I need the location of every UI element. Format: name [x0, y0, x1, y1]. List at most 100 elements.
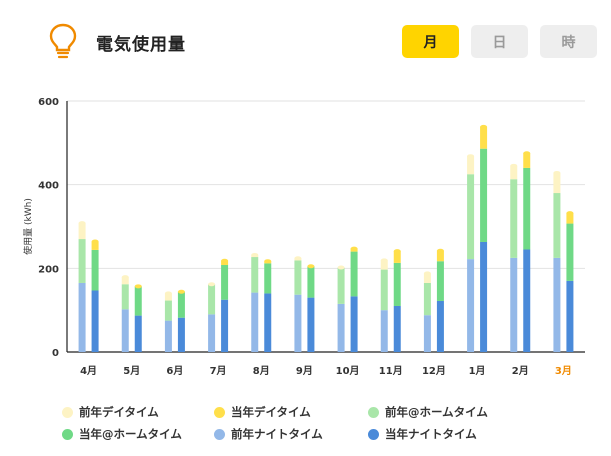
bar-cap-prev — [251, 252, 259, 257]
tab-month[interactable]: 月 — [402, 25, 459, 58]
x-tick-label: 12月 — [422, 365, 446, 377]
bar-segment-curr — [480, 126, 488, 149]
bar-cap-prev — [380, 258, 388, 263]
x-tick-label: 11月 — [379, 365, 403, 377]
bar-segment-curr — [91, 241, 99, 250]
bar-cap-prev — [208, 282, 216, 287]
bar-segment-prev — [337, 267, 345, 304]
x-tick-label: 5月 — [123, 365, 140, 377]
bar-cap-curr — [177, 289, 185, 294]
bar-segment-curr — [134, 315, 142, 352]
legend-swatch — [62, 406, 73, 418]
legend-label: 前年デイタイム — [79, 405, 159, 419]
bar-segment-prev — [294, 260, 302, 295]
bar-segment-prev — [423, 315, 431, 352]
y-tick-label: 200 — [38, 264, 59, 275]
legend-item: 当年@ホームタイム — [62, 426, 182, 442]
bar-segment-curr — [393, 251, 401, 263]
bar-cap-curr — [91, 239, 99, 244]
bar-segment-curr — [523, 249, 531, 352]
bar-segment-curr — [91, 290, 99, 352]
bar-segment-prev — [380, 260, 388, 270]
bar-segment-prev — [121, 309, 129, 352]
bar-segment-prev — [553, 257, 561, 352]
bar-segment-curr — [264, 263, 272, 294]
bar-segment-curr — [264, 293, 272, 352]
bar-segment-curr — [307, 266, 315, 298]
bar-segment-curr — [436, 300, 444, 352]
x-tick-label: 1月 — [469, 365, 486, 377]
legend-swatch — [62, 428, 73, 440]
x-tick-label: 2月 — [512, 365, 529, 377]
bar-cap-curr — [393, 249, 401, 254]
bar-segment-curr — [221, 260, 229, 265]
bar-cap-prev — [467, 154, 475, 159]
bar-cap-prev — [78, 221, 86, 226]
bar-segment-prev — [251, 292, 259, 352]
bar-segment-curr — [436, 250, 444, 262]
bar-segment-prev — [510, 179, 518, 258]
bar-cap-prev — [553, 170, 561, 175]
y-tick-label: 600 — [38, 97, 59, 108]
legend-swatch — [368, 406, 379, 418]
legend-item: 前年@ホームタイム — [368, 404, 488, 420]
bar-segment-curr — [177, 317, 185, 352]
legend-label: 当年ナイトタイム — [385, 427, 477, 441]
bar-segment-curr — [134, 286, 142, 316]
bar-segment-curr — [177, 291, 185, 318]
bar-segment-prev — [467, 174, 475, 260]
bar-segment-prev — [553, 172, 561, 194]
bar-cap-curr — [134, 284, 142, 289]
legend-swatch — [214, 406, 225, 418]
bar-segment-prev — [553, 193, 561, 258]
bar-segment-prev — [423, 282, 431, 316]
bar-segment-curr — [393, 305, 401, 352]
x-tick-label: 10月 — [336, 365, 360, 377]
legend-label: 前年ナイトタイム — [231, 427, 323, 441]
legend-swatch — [368, 428, 379, 440]
legend-item: 当年デイタイム — [214, 404, 311, 420]
bar-segment-curr — [480, 241, 488, 352]
bar-segment-curr — [393, 262, 401, 306]
bar-segment-prev — [467, 156, 475, 175]
legend-item: 当年ナイトタイム — [368, 426, 477, 442]
bar-cap-curr — [264, 259, 272, 264]
x-tick-label: 8月 — [253, 365, 270, 377]
x-tick-label: 7月 — [210, 365, 227, 377]
legend-label: 当年デイタイム — [231, 405, 311, 419]
bar-segment-curr — [436, 261, 444, 301]
tab-hour[interactable]: 時 — [540, 25, 597, 58]
bar-segment-prev — [510, 165, 518, 180]
legend-swatch — [214, 428, 225, 440]
bar-segment-prev — [78, 223, 86, 240]
bar-segment-curr — [221, 264, 229, 300]
bar-cap-curr — [480, 124, 488, 129]
bar-segment-curr — [350, 251, 358, 297]
bar-segment-prev — [510, 257, 518, 352]
y-tick-label: 400 — [38, 181, 59, 192]
x-tick-label: 9月 — [296, 365, 313, 377]
bar-segment-prev — [208, 314, 216, 352]
tab-day[interactable]: 日 — [471, 25, 528, 58]
bar-segment-curr — [350, 296, 358, 352]
bar-cap-curr — [350, 246, 358, 251]
bar-segment-prev — [164, 300, 172, 321]
bar-segment-prev — [121, 284, 129, 310]
bar-cap-curr — [566, 211, 574, 216]
bar-cap-curr — [221, 258, 229, 263]
bar-cap-curr — [436, 248, 444, 253]
bar-segment-curr — [566, 213, 574, 224]
bar-cap-prev — [164, 291, 172, 296]
bar-cap-prev — [337, 265, 345, 270]
bar-cap-prev — [423, 271, 431, 276]
bar-segment-prev — [164, 293, 172, 301]
bar-segment-curr — [480, 148, 488, 242]
legend-label: 当年@ホームタイム — [79, 427, 182, 441]
legend-item: 前年デイタイム — [62, 404, 159, 420]
bar-segment-prev — [251, 257, 259, 293]
x-tick-label: 4月 — [80, 365, 97, 377]
bar-cap-curr — [307, 264, 315, 269]
usage-chart: 0 200 400 600 使用量 (kWh) 4月 5月 6月 7月 8月 9月 10月 11月 12月… — [22, 97, 585, 377]
bar-segment-prev — [208, 284, 216, 315]
x-tick-label: 6月 — [166, 365, 183, 377]
